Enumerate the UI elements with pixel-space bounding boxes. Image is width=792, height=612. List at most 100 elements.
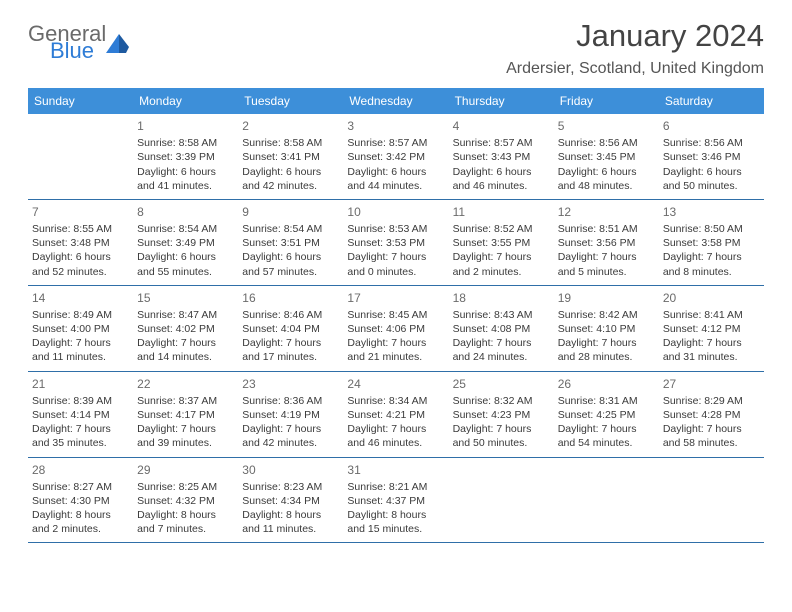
daylight1-text: Daylight: 8 hours [242, 508, 339, 522]
day-number: 30 [242, 462, 339, 478]
daylight1-text: Daylight: 7 hours [663, 250, 760, 264]
day-number: 6 [663, 118, 760, 134]
sunset-text: Sunset: 3:46 PM [663, 150, 760, 164]
day-cell: 18Sunrise: 8:43 AMSunset: 4:08 PMDayligh… [449, 286, 554, 371]
day-cell: 24Sunrise: 8:34 AMSunset: 4:21 PMDayligh… [343, 372, 448, 457]
week-row: 14Sunrise: 8:49 AMSunset: 4:00 PMDayligh… [28, 286, 764, 372]
calendar-page: General Blue January 2024 Ardersier, Sco… [0, 0, 792, 543]
daylight2-text: and 0 minutes. [347, 265, 444, 279]
sunrise-text: Sunrise: 8:54 AM [242, 222, 339, 236]
day-number: 21 [32, 376, 129, 392]
day-number: 10 [347, 204, 444, 220]
daylight2-text: and 15 minutes. [347, 522, 444, 536]
daylight2-text: and 39 minutes. [137, 436, 234, 450]
sunset-text: Sunset: 3:39 PM [137, 150, 234, 164]
day-cell [28, 114, 133, 199]
brand-text: General Blue [28, 24, 106, 62]
daylight1-text: Daylight: 6 hours [32, 250, 129, 264]
day-number: 5 [558, 118, 655, 134]
daylight2-text: and 55 minutes. [137, 265, 234, 279]
sunset-text: Sunset: 4:00 PM [32, 322, 129, 336]
day-cell: 6Sunrise: 8:56 AMSunset: 3:46 PMDaylight… [659, 114, 764, 199]
brand-logo: General Blue [28, 18, 132, 62]
daylight2-text: and 46 minutes. [453, 179, 550, 193]
day-number: 18 [453, 290, 550, 306]
daylight1-text: Daylight: 7 hours [242, 422, 339, 436]
daylight2-text: and 2 minutes. [32, 522, 129, 536]
day-number: 22 [137, 376, 234, 392]
day-cell: 27Sunrise: 8:29 AMSunset: 4:28 PMDayligh… [659, 372, 764, 457]
day-number: 4 [453, 118, 550, 134]
daylight1-text: Daylight: 6 hours [347, 165, 444, 179]
daylight1-text: Daylight: 8 hours [347, 508, 444, 522]
day-cell: 12Sunrise: 8:51 AMSunset: 3:56 PMDayligh… [554, 200, 659, 285]
daylight1-text: Daylight: 6 hours [558, 165, 655, 179]
day-cell: 19Sunrise: 8:42 AMSunset: 4:10 PMDayligh… [554, 286, 659, 371]
daylight2-text: and 28 minutes. [558, 350, 655, 364]
daylight1-text: Daylight: 7 hours [347, 250, 444, 264]
daylight1-text: Daylight: 7 hours [347, 422, 444, 436]
sunset-text: Sunset: 4:19 PM [242, 408, 339, 422]
day-cell [449, 458, 554, 543]
weekday-header: Thursday [449, 88, 554, 114]
day-number: 15 [137, 290, 234, 306]
day-number: 29 [137, 462, 234, 478]
daylight1-text: Daylight: 7 hours [558, 250, 655, 264]
page-header: General Blue January 2024 Ardersier, Sco… [28, 18, 764, 78]
daylight2-text: and 17 minutes. [242, 350, 339, 364]
brand-mark-icon [106, 31, 132, 53]
sunset-text: Sunset: 3:42 PM [347, 150, 444, 164]
sunset-text: Sunset: 3:58 PM [663, 236, 760, 250]
sunset-text: Sunset: 4:34 PM [242, 494, 339, 508]
day-number: 16 [242, 290, 339, 306]
sunset-text: Sunset: 4:32 PM [137, 494, 234, 508]
sunset-text: Sunset: 3:51 PM [242, 236, 339, 250]
sunset-text: Sunset: 3:45 PM [558, 150, 655, 164]
day-number: 25 [453, 376, 550, 392]
sunrise-text: Sunrise: 8:45 AM [347, 308, 444, 322]
sunrise-text: Sunrise: 8:43 AM [453, 308, 550, 322]
sunset-text: Sunset: 4:37 PM [347, 494, 444, 508]
sunset-text: Sunset: 4:21 PM [347, 408, 444, 422]
sunset-text: Sunset: 3:49 PM [137, 236, 234, 250]
weekday-header: Sunday [28, 88, 133, 114]
daylight2-text: and 48 minutes. [558, 179, 655, 193]
day-cell: 14Sunrise: 8:49 AMSunset: 4:00 PMDayligh… [28, 286, 133, 371]
weekday-header: Saturday [659, 88, 764, 114]
day-number: 17 [347, 290, 444, 306]
day-cell: 28Sunrise: 8:27 AMSunset: 4:30 PMDayligh… [28, 458, 133, 543]
day-number: 26 [558, 376, 655, 392]
daylight1-text: Daylight: 7 hours [558, 336, 655, 350]
sunrise-text: Sunrise: 8:34 AM [347, 394, 444, 408]
sunset-text: Sunset: 3:56 PM [558, 236, 655, 250]
day-number: 13 [663, 204, 760, 220]
sunrise-text: Sunrise: 8:27 AM [32, 480, 129, 494]
daylight2-text: and 11 minutes. [242, 522, 339, 536]
calendar-grid: Sunday Monday Tuesday Wednesday Thursday… [28, 88, 764, 543]
day-cell: 3Sunrise: 8:57 AMSunset: 3:42 PMDaylight… [343, 114, 448, 199]
sunrise-text: Sunrise: 8:25 AM [137, 480, 234, 494]
day-cell: 13Sunrise: 8:50 AMSunset: 3:58 PMDayligh… [659, 200, 764, 285]
daylight2-text: and 50 minutes. [453, 436, 550, 450]
sunset-text: Sunset: 3:48 PM [32, 236, 129, 250]
daylight1-text: Daylight: 7 hours [453, 336, 550, 350]
day-cell [554, 458, 659, 543]
daylight1-text: Daylight: 7 hours [137, 336, 234, 350]
weekday-header: Wednesday [343, 88, 448, 114]
week-row: 1 Sunrise: 8:58 AMSunset: 3:39 PM Daylight… [28, 114, 764, 200]
day-number: 2 [242, 118, 339, 134]
day-number: 28 [32, 462, 129, 478]
daylight2-text: and 2 minutes. [453, 265, 550, 279]
daylight2-text: and 44 minutes. [347, 179, 444, 193]
day-number: 8 [137, 204, 234, 220]
day-number: 1 [137, 118, 234, 134]
day-cell: 26Sunrise: 8:31 AMSunset: 4:25 PMDayligh… [554, 372, 659, 457]
day-cell: 4Sunrise: 8:57 AMSunset: 3:43 PMDaylight… [449, 114, 554, 199]
sunrise-text: Sunrise: 8:29 AM [663, 394, 760, 408]
sunrise-text: Sunrise: 8:58 AM [137, 136, 234, 150]
day-number: 19 [558, 290, 655, 306]
sunrise-text: Sunrise: 8:23 AM [242, 480, 339, 494]
sunset-text: Sunset: 4:17 PM [137, 408, 234, 422]
sunrise-text: Sunrise: 8:51 AM [558, 222, 655, 236]
sunrise-text: Sunrise: 8:53 AM [347, 222, 444, 236]
